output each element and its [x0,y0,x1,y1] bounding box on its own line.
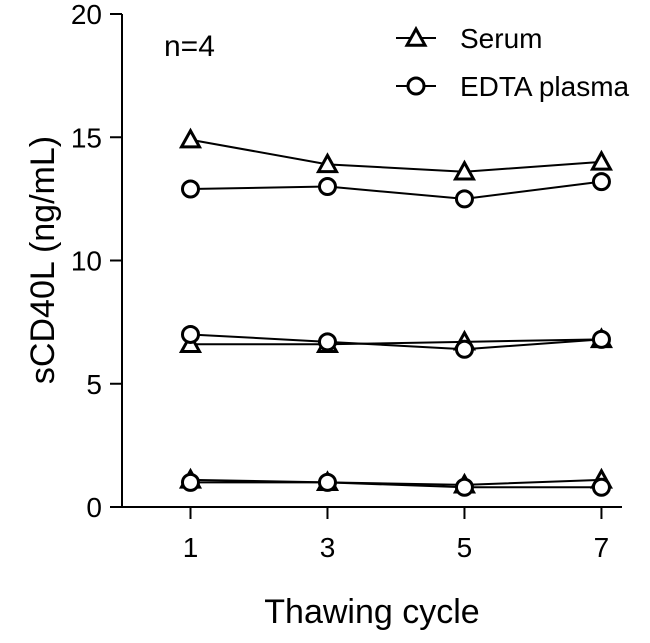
serum-point [315,152,340,174]
series-line [190,333,602,351]
x-tick-label: 7 [594,532,610,563]
legend-circle-marker [406,76,426,96]
edta-plasma-point [591,329,611,349]
y-tick-label: 15 [71,122,102,153]
annotation-n: n=4 [164,30,215,63]
x-tick-label: 1 [183,532,199,563]
plot-area: 0 5 10 15 20 1 3 5 7 [71,0,622,563]
edta-plasma-point [454,339,474,359]
series-line [190,138,602,173]
series-line [190,338,602,346]
y-tick-label: 0 [86,492,102,523]
edta-plasma-point [591,172,611,192]
edta-plasma-point [317,177,337,197]
edta-plasma-point [454,477,474,497]
edta-plasma-point [180,324,200,344]
serum-point [452,159,477,181]
series-2 [180,172,611,209]
series-3 [178,327,614,354]
x-tick-label: 5 [457,532,473,563]
edta-plasma-point [591,477,611,497]
series-layer [178,127,614,497]
legend: Serum EDTA plasma [396,23,630,102]
y-axis-title: sCD40L (ng/mL) [24,136,62,384]
y-tick-label: 20 [71,0,102,30]
series-line [190,478,602,486]
serum-point [178,127,203,149]
y-tick-label: 5 [86,369,102,400]
legend-triangle-marker [404,25,428,47]
series-6 [180,472,611,497]
legend-item-1: Serum [396,23,542,54]
series-4 [180,324,611,359]
series-1 [178,127,614,181]
serum-point [589,149,614,171]
y-tick-label: 10 [71,246,102,277]
edta-plasma-point [454,189,474,209]
edta-plasma-point [317,332,337,352]
x-tick-label: 3 [320,532,336,563]
edta-plasma-point [180,472,200,492]
edta-plasma-point [180,179,200,199]
legend-label: Serum [460,23,542,54]
series-line [190,481,602,489]
x-axis-title: Thawing cycle [264,593,479,631]
series-line [190,180,602,200]
legend-item-2: EDTA plasma [396,71,630,102]
legend-label: EDTA plasma [460,71,630,102]
edta-plasma-point [317,472,337,492]
